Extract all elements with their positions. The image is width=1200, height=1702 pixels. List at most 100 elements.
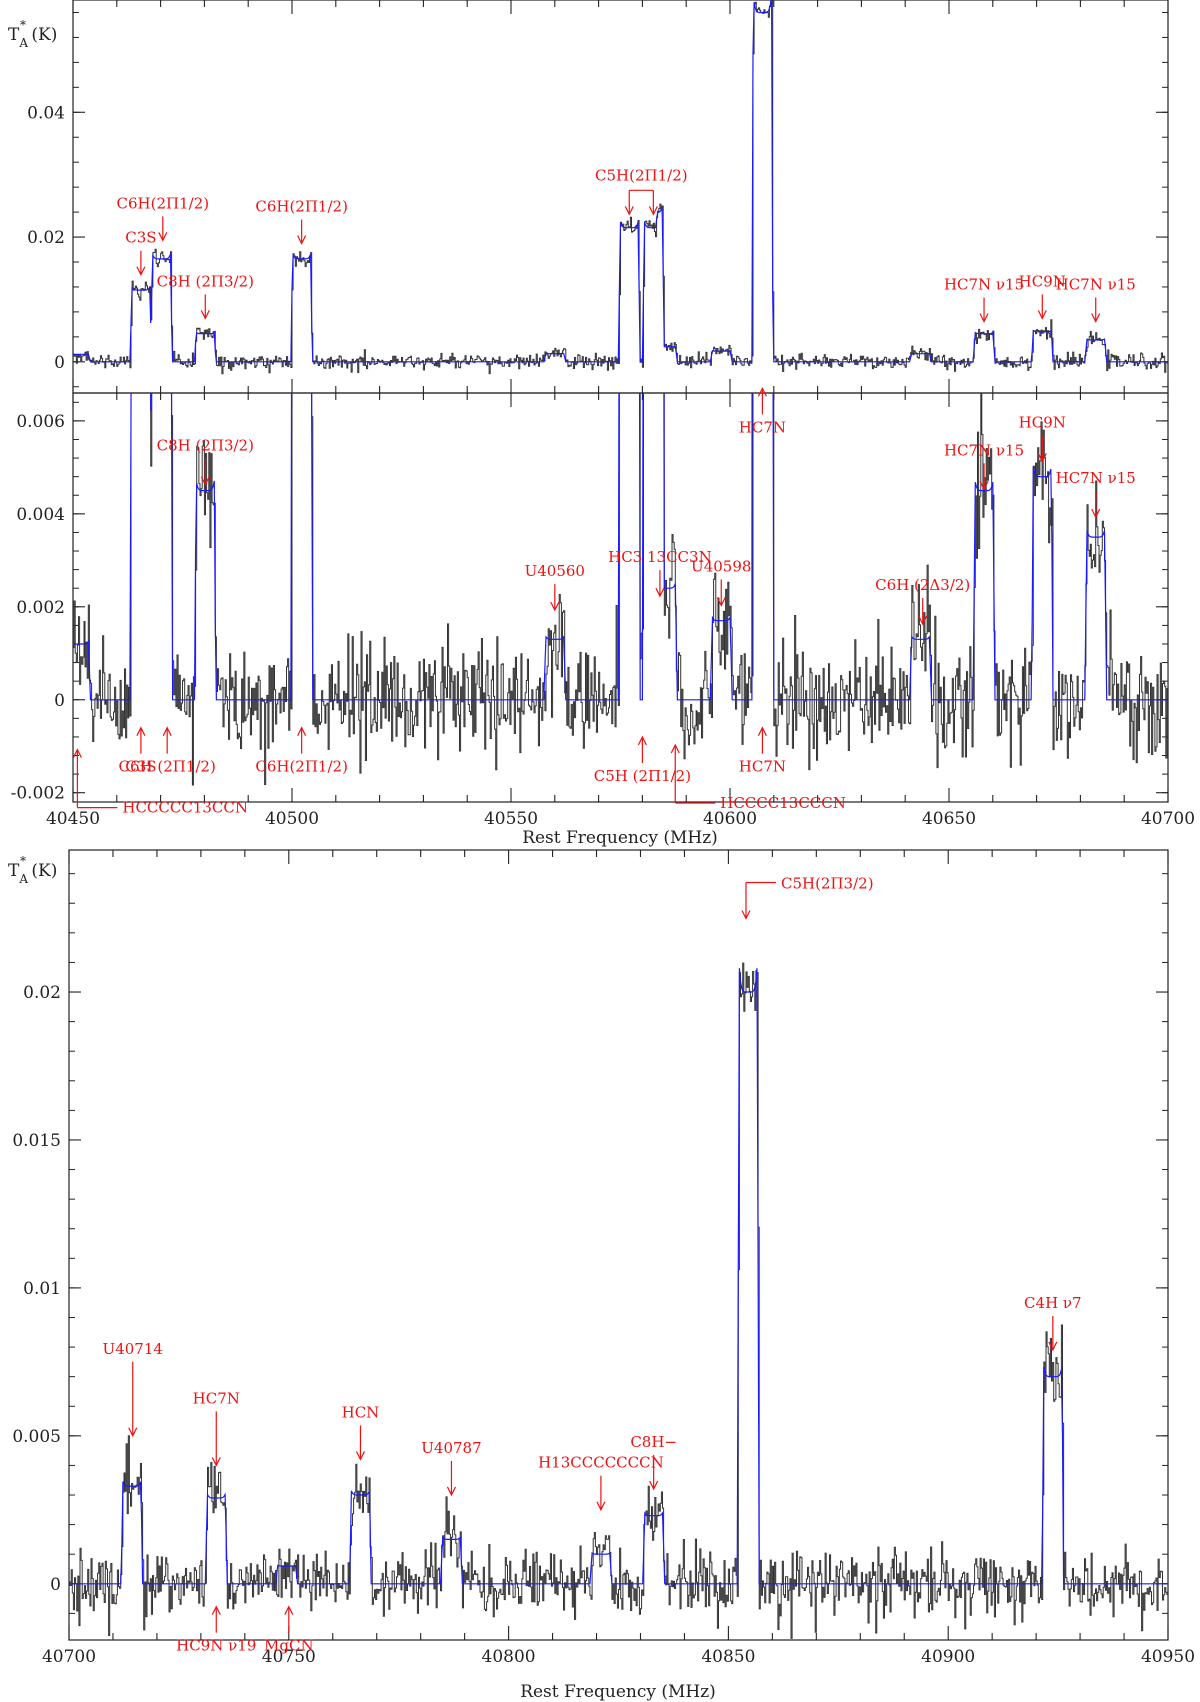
annotation-label: HC7N ν15 <box>944 441 1024 459</box>
annotation-label: C5H (2Π1/2) <box>594 767 691 785</box>
y-tick-label: 0.04 <box>27 103 65 123</box>
y-tick-label: 0.02 <box>27 228 65 248</box>
annotation-label: U40598 <box>691 557 751 575</box>
annotation-label: U40787 <box>421 1439 481 1457</box>
y-tick-label: 0.01 <box>23 1279 61 1299</box>
top-model-spectrum <box>73 0 1168 363</box>
annotation-label: HC7N <box>739 418 786 436</box>
annotation-arrowhead <box>158 232 168 242</box>
x-tick-label: 40600 <box>703 809 757 829</box>
x-tick-label: 40750 <box>262 1647 316 1667</box>
y-tick-label: 0.006 <box>16 412 65 432</box>
annotation-arrowhead <box>1091 508 1101 519</box>
y-tick-label: 0.002 <box>16 598 65 618</box>
annotation-arrowhead <box>162 726 172 736</box>
annotation-label: C6H (2Π1/2) <box>118 758 215 776</box>
y-tick-label: 0.005 <box>12 1427 61 1447</box>
annotation-label: C8H (2Π3/2) <box>157 437 254 455</box>
top-observed-spectrum <box>73 0 1168 375</box>
annotation-label: C6H(2Π1/2) <box>255 758 348 776</box>
annotation-label: HC7N ν15 <box>1056 469 1136 487</box>
annotation-arrowhead <box>355 1451 365 1461</box>
middle-observed-spectrum <box>73 393 1168 786</box>
annotation-arrowhead <box>1037 310 1047 320</box>
annotation-label: C5H(2Π1/2) <box>595 166 688 184</box>
annotation-arrowhead <box>446 1486 456 1497</box>
y-tick-label: 0 <box>54 353 65 373</box>
annotation-arrowhead <box>297 726 307 736</box>
middle-x-axis-title: Rest Frequency (MHz) <box>522 828 718 848</box>
annotation-arrowhead <box>670 743 680 754</box>
annotation-label: HC7N <box>193 1389 240 1407</box>
y-tick-label: 0.015 <box>12 1131 61 1151</box>
annotation-label: C8H− <box>630 1433 677 1451</box>
annotation-arrowhead <box>284 1605 294 1615</box>
annotation-label: C3S <box>125 229 156 247</box>
annotation-arrowhead <box>741 910 751 920</box>
annotation-arrowhead <box>757 386 767 397</box>
annotation-label: HC7N <box>739 758 786 776</box>
annotation-label: HC9N <box>1019 272 1066 290</box>
annotation-arrowhead <box>200 310 210 320</box>
annotation-arrowhead <box>297 235 307 245</box>
annotation-label: C3S <box>125 758 156 776</box>
middle-panel-frame <box>72 392 1169 803</box>
annotation-arrowhead <box>200 476 210 486</box>
x-tick-label: 40950 <box>1141 1647 1195 1667</box>
x-tick-label: 40850 <box>701 1647 755 1667</box>
bottom-observed-spectrum <box>69 962 1168 1639</box>
annotation-arrowhead <box>655 587 665 598</box>
annotation-label: C8H (2Π3/2) <box>157 272 254 290</box>
y-tick-label: 0.004 <box>16 505 65 525</box>
annotation-label: HC7N ν15 <box>944 276 1024 294</box>
x-tick-label: 40700 <box>42 1647 96 1667</box>
bottom-axis-ticks: 0 0.005 0.01 0.015 0.02 40700 40750 40800 40850 4… <box>12 850 1195 1667</box>
annotation-arrowhead <box>211 1605 221 1615</box>
x-tick-label: 40700 <box>1141 809 1195 829</box>
annotation-label: MgCN <box>264 1637 314 1655</box>
middle-model-spectrum <box>73 393 1168 701</box>
y-tick-label: 0 <box>50 1575 61 1595</box>
annotation-arrowhead <box>979 480 989 491</box>
bottom-x-axis-title: Rest Frequency (MHz) <box>520 1682 716 1702</box>
x-tick-label: 40650 <box>922 809 976 829</box>
x-tick-label: 40900 <box>921 1647 975 1667</box>
annotation-label: H13CCCCCCCN <box>538 1454 664 1472</box>
annotation-arrowhead <box>596 1501 606 1512</box>
annotation-label: HCCCC13CCCN <box>720 794 846 812</box>
bottom-model-spectrum <box>69 968 1168 1585</box>
annotation-label: HCCCCC13CCN <box>122 799 248 817</box>
top-panel-frame <box>72 0 1169 394</box>
top-axis-ticks: 0 0.02 0.04 <box>27 0 1169 393</box>
top-y-axis-title: TA* (K) <box>8 18 57 50</box>
annotation-arrowhead <box>649 1480 659 1491</box>
bottom-panel-frame <box>68 849 1169 1641</box>
annotation-label: C6H(2Π1/2) <box>255 198 348 216</box>
annotation-arrowhead <box>1048 1341 1058 1352</box>
annotation-arrowhead <box>716 597 726 607</box>
annotation-arrowhead <box>918 615 928 626</box>
middle-axis-ticks: -0.002 0 0.002 0.004 0.006 40450 40500 40550 406… <box>11 393 1195 829</box>
annotation-arrowhead <box>979 313 989 323</box>
line-annotations: C6H(2Π1/2) C3S C8H (2Π3/2) C6H(2Π1/2) C5H(2Π… <box>72 166 1136 1655</box>
annotation-label: C6H (2Δ3/2) <box>875 576 970 594</box>
annotation-arrowhead <box>136 726 146 736</box>
annotation-label: HCN <box>342 1403 380 1421</box>
annotation-arrowhead <box>1091 313 1101 323</box>
annotation-arrowhead <box>637 735 647 746</box>
annotation-label: C5H(2Π3/2) <box>781 874 874 892</box>
annotation-arrowhead <box>128 1427 138 1438</box>
annotation-label: HC3 13CC3N <box>608 548 712 566</box>
annotation-label: C4H ν7 <box>1024 1294 1082 1312</box>
y-tick-label: 0.02 <box>23 983 61 1003</box>
y-tick-label: -0.002 <box>11 784 65 804</box>
annotation-label: HC9N <box>1019 413 1066 431</box>
annotation-label: C6H(2Π1/2) <box>117 194 210 212</box>
bottom-y-axis-title: TA* (K) <box>8 854 57 886</box>
x-tick-label: 40550 <box>484 809 538 829</box>
annotation-arrowhead <box>136 266 146 277</box>
x-tick-label: 40450 <box>46 809 100 829</box>
annotation-arrowhead <box>550 601 560 612</box>
annotation-label: U40714 <box>103 1340 163 1358</box>
